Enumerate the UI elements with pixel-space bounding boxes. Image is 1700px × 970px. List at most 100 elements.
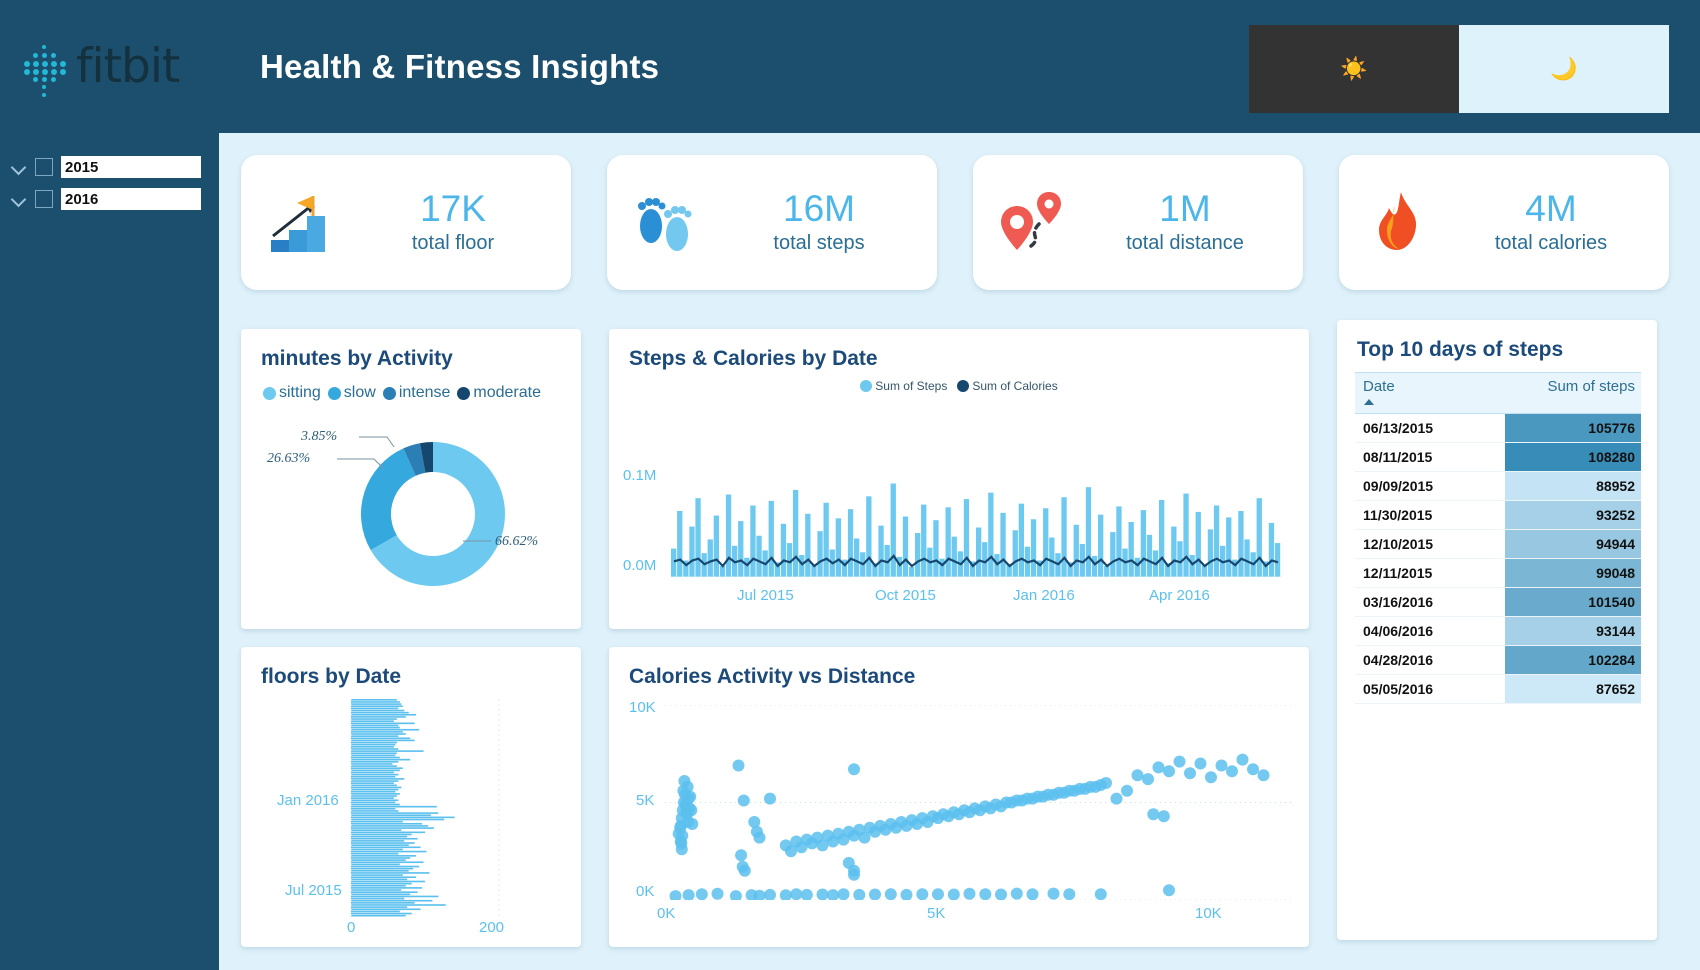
filter-checkbox-2016[interactable]	[35, 190, 53, 208]
fitbit-dots-icon	[20, 37, 74, 97]
card-steps-calories-by-date: Steps & Calories by Date Sum of Steps Su…	[609, 329, 1309, 629]
card-minutes-by-activity: minutes by Activity sitting slow intense…	[241, 329, 581, 629]
legend-swatch-icon	[860, 380, 873, 392]
chevron-down-icon[interactable]	[10, 158, 28, 176]
dark-theme-button[interactable]: ☀️	[1249, 25, 1459, 113]
kpi-value: 1M	[1159, 187, 1211, 229]
kpi-total-floor[interactable]: 17K total floor	[241, 155, 571, 290]
cell-date: 12/10/2015	[1363, 536, 1434, 552]
combo-ytick-low: 0.0M	[623, 557, 657, 574]
table-row[interactable]: 04/06/2016 93144	[1355, 617, 1641, 646]
combo-xtick-3: Jan 2016	[1013, 587, 1075, 604]
legend-item-sum-of-calories[interactable]: Sum of Calories	[957, 379, 1058, 393]
cell-sum-of-steps: 108280	[1505, 443, 1641, 471]
fitbit-logo: fitbit	[20, 37, 220, 97]
cell-date: 11/30/2015	[1363, 507, 1433, 523]
table-row[interactable]: 09/09/2015 88952	[1355, 472, 1641, 501]
legend-swatch-icon	[263, 386, 276, 400]
donut-chart[interactable]	[241, 399, 581, 629]
legend-label: Sum of Steps	[875, 379, 948, 393]
table-row[interactable]: 12/10/2015 94944	[1355, 530, 1641, 559]
kpi-label: total steps	[773, 232, 865, 255]
table-title: Top 10 days of steps	[1357, 338, 1564, 361]
donut-pct-sitting: 66.62%	[495, 534, 539, 549]
floors-xtick-200: 200	[479, 919, 505, 936]
sun-icon: ☀️	[1340, 56, 1368, 81]
legend-item-sum-of-steps[interactable]: Sum of Steps	[860, 379, 947, 393]
page-title: Health & Fitness Insights	[260, 47, 660, 85]
filter-checkbox-2015[interactable]	[35, 158, 53, 176]
filter-value-2015[interactable]: 2015	[61, 156, 201, 178]
cell-date: 08/11/2015	[1363, 449, 1433, 465]
kpi-value: 4M	[1525, 187, 1577, 229]
cell-sum-of-steps: 88952	[1505, 472, 1641, 500]
cell-sum-of-steps: 94944	[1505, 530, 1641, 558]
legend-item-intense[interactable]: intense	[382, 384, 451, 402]
card-top-10-days-of-steps: Top 10 days of steps Date Sum of steps 0…	[1337, 320, 1657, 940]
combo-chart[interactable]	[671, 467, 1281, 577]
legend-label: intense	[398, 384, 451, 401]
kpi-label: total distance	[1126, 232, 1244, 255]
table-row[interactable]: 06/13/2015 105776	[1355, 414, 1641, 443]
table-row[interactable]: 04/28/2016 102284	[1355, 646, 1641, 675]
card-calories-activity-vs-distance: Calories Activity vs Distance 10K 5K 0K …	[609, 647, 1309, 947]
chart-title: floors by Date	[261, 665, 402, 688]
legend-label: slow	[343, 384, 376, 401]
column-header-date[interactable]: Date	[1355, 373, 1505, 413]
scatter-xtick-10k: 10K	[1195, 905, 1222, 922]
legend-item-slow[interactable]: slow	[327, 384, 376, 402]
cell-sum-of-steps: 101540	[1505, 588, 1641, 616]
kpi-value: 17K	[420, 187, 486, 229]
filter-row-2016[interactable]: 2016	[0, 187, 219, 211]
kpi-value: 16M	[783, 187, 855, 229]
combo-xtick-1: Jul 2015	[737, 587, 794, 604]
table-row[interactable]: 05/05/2016 87652	[1355, 675, 1641, 704]
table-header-row: Date Sum of steps	[1355, 372, 1641, 414]
scatter-ytick-0k: 0K	[636, 883, 655, 900]
table-row[interactable]: 03/16/2016 101540	[1355, 588, 1641, 617]
theme-toggle-group: ☀️ 🌙	[1249, 25, 1669, 113]
floors-xtick-0: 0	[347, 919, 356, 936]
legend-item-moderate[interactable]: moderate	[457, 384, 541, 402]
map-pins-route-icon	[995, 186, 1069, 260]
cell-date: 04/28/2016	[1363, 652, 1434, 668]
cell-sum-of-steps: 105776	[1505, 414, 1641, 442]
table-body: 06/13/2015 105776 08/11/2015 108280 09/09/20…	[1355, 414, 1641, 704]
card-floors-by-date: floors by Date Jan 2016 Jul 2015 0 200	[241, 647, 581, 947]
filter-row-2015[interactable]: 2015	[0, 155, 219, 179]
cell-date: 04/06/2016	[1363, 623, 1434, 639]
legend-label: sitting	[279, 384, 321, 401]
cell-date: 06/13/2015	[1363, 420, 1434, 436]
kpi-total-calories[interactable]: 4M total calories	[1339, 155, 1669, 290]
top-days-table: Date Sum of steps 06/13/2015 105776 08/11/…	[1355, 372, 1641, 704]
filter-value-2016[interactable]: 2016	[61, 188, 201, 210]
table-row[interactable]: 08/11/2015 108280	[1355, 443, 1641, 472]
cell-date: 03/16/2016	[1363, 594, 1434, 610]
cell-sum-of-steps: 99048	[1505, 559, 1641, 587]
table-row[interactable]: 12/11/2015 99048	[1355, 559, 1641, 588]
kpi-label: total floor	[411, 232, 495, 255]
scatter-ytick-5k: 5K	[636, 792, 655, 809]
donut-legend: sitting slow intense moderate	[263, 384, 541, 402]
chart-title: Steps & Calories by Date	[629, 347, 878, 370]
legend-label: moderate	[473, 384, 541, 401]
cell-sum-of-steps: 93144	[1505, 617, 1641, 645]
combo-xtick-2: Oct 2015	[875, 587, 936, 604]
chart-title: Calories Activity vs Distance	[629, 665, 916, 688]
light-theme-button[interactable]: 🌙	[1459, 25, 1669, 113]
kpi-total-steps[interactable]: 16M total steps	[607, 155, 937, 290]
sidebar-filters: 2015 2016	[0, 133, 219, 970]
scatter-chart[interactable]	[665, 705, 1295, 900]
flame-icon	[1361, 186, 1435, 260]
floors-chart[interactable]	[241, 699, 581, 929]
chevron-down-icon[interactable]	[10, 190, 28, 208]
column-header-sum-of-steps[interactable]: Sum of steps	[1547, 378, 1635, 395]
legend-item-sitting[interactable]: sitting	[263, 384, 321, 402]
cell-date: 05/05/2016	[1363, 681, 1434, 697]
chart-title: minutes by Activity	[261, 347, 453, 370]
floors-ytick-jul2015: Jul 2015	[285, 882, 342, 899]
table-row[interactable]: 11/30/2015 93252	[1355, 501, 1641, 530]
cell-sum-of-steps: 87652	[1505, 675, 1641, 703]
kpi-total-distance[interactable]: 1M total distance	[973, 155, 1303, 290]
